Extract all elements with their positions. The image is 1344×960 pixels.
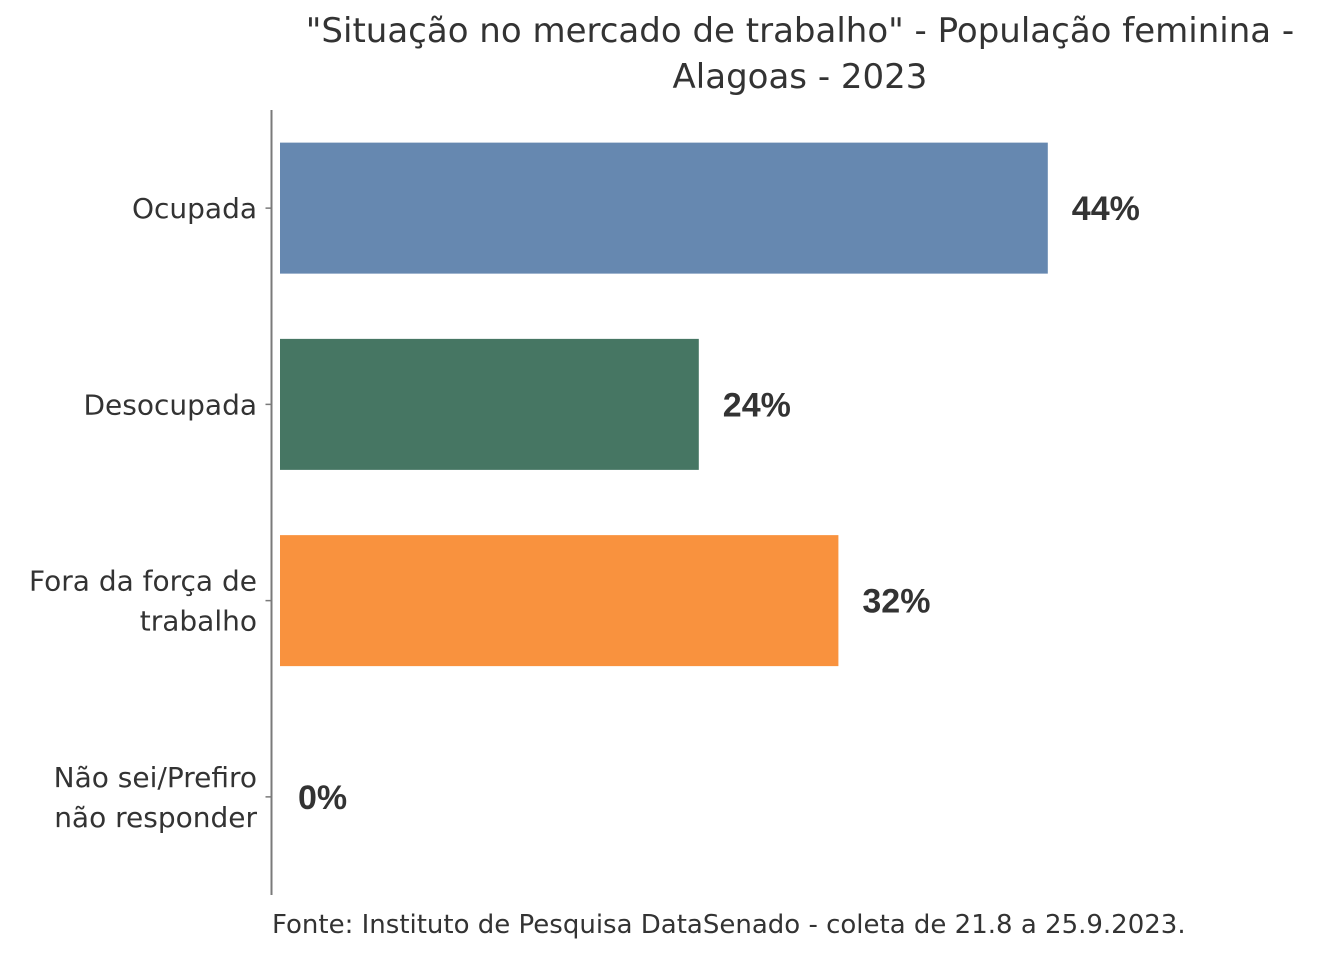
category-label-1-0: Desocupada <box>83 388 257 421</box>
category-label-3-0: Não sei/Prefiro <box>54 761 257 794</box>
chart-title: "Situação no mercado de trabalho" - Popu… <box>250 8 1344 100</box>
chart-title-line-1: "Situação no mercado de trabalho" - Popu… <box>305 11 1295 51</box>
value-label-2: 32% <box>862 583 930 621</box>
value-label-3: 0% <box>298 779 347 817</box>
category-label-2-1: trabalho <box>140 605 257 638</box>
category-label-2-0: Fora da força de <box>29 565 257 598</box>
bar-0 <box>280 142 1048 274</box>
bar-1 <box>280 338 699 470</box>
bars-layer: Ocupada 44% Desocupada 24% Fora da força de t… <box>29 142 1140 834</box>
chart-title-line-2: Alagoas - 2023 <box>672 57 928 97</box>
category-label-0-0: Ocupada <box>132 192 257 225</box>
category-label-3-1: não responder <box>54 801 257 834</box>
chart-caption: Fonte: Instituto de Pesquisa DataSenado … <box>272 910 1186 940</box>
value-label-1: 24% <box>723 386 791 424</box>
value-label-0: 44% <box>1072 190 1140 228</box>
bar-2 <box>280 535 839 667</box>
